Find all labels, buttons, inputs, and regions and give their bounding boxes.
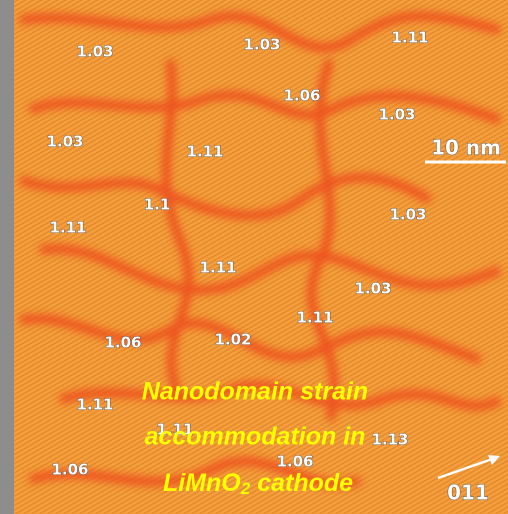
domain-label: 1.11 <box>199 259 236 277</box>
domain-label: 1.11 <box>76 396 113 414</box>
domain-label: 1.03 <box>76 43 113 61</box>
caption-line: accommodation in <box>145 423 366 451</box>
formula: LiMnO <box>163 469 241 497</box>
direction-label: 011 <box>447 481 489 505</box>
domain-label: 1.06 <box>51 461 88 479</box>
domain-label: 1.02 <box>214 331 251 349</box>
domain-label: 1.11 <box>391 29 428 47</box>
caption-rest: cathode <box>257 469 353 497</box>
domain-label: 1.03 <box>243 36 280 54</box>
domain-label: 1.03 <box>389 206 426 224</box>
domain-label: 1.11 <box>49 219 86 237</box>
domain-label: 1.06 <box>283 87 320 105</box>
micrograph: 1.03 1.03 1.11 1.06 1.03 1.03 1.11 1.1 1.11 1.03 1… <box>0 0 508 514</box>
domain-label: 1.03 <box>378 106 415 124</box>
domain-label: 1.1 <box>144 196 171 214</box>
domain-label: 1.11 <box>296 309 333 327</box>
subscript: 2 <box>240 479 251 498</box>
domain-label: 1.06 <box>104 334 141 352</box>
scale-bar-label: 10 nm <box>431 136 501 160</box>
caption-line: LiMnO2 cathode <box>163 469 353 499</box>
domain-label: 1.11 <box>186 143 223 161</box>
caption-line: Nanodomain strain <box>142 378 368 406</box>
domain-label: 1.13 <box>371 431 408 449</box>
domain-label: 1.03 <box>46 133 83 151</box>
left-strip <box>0 0 14 514</box>
domain-label: 1.03 <box>354 280 391 298</box>
